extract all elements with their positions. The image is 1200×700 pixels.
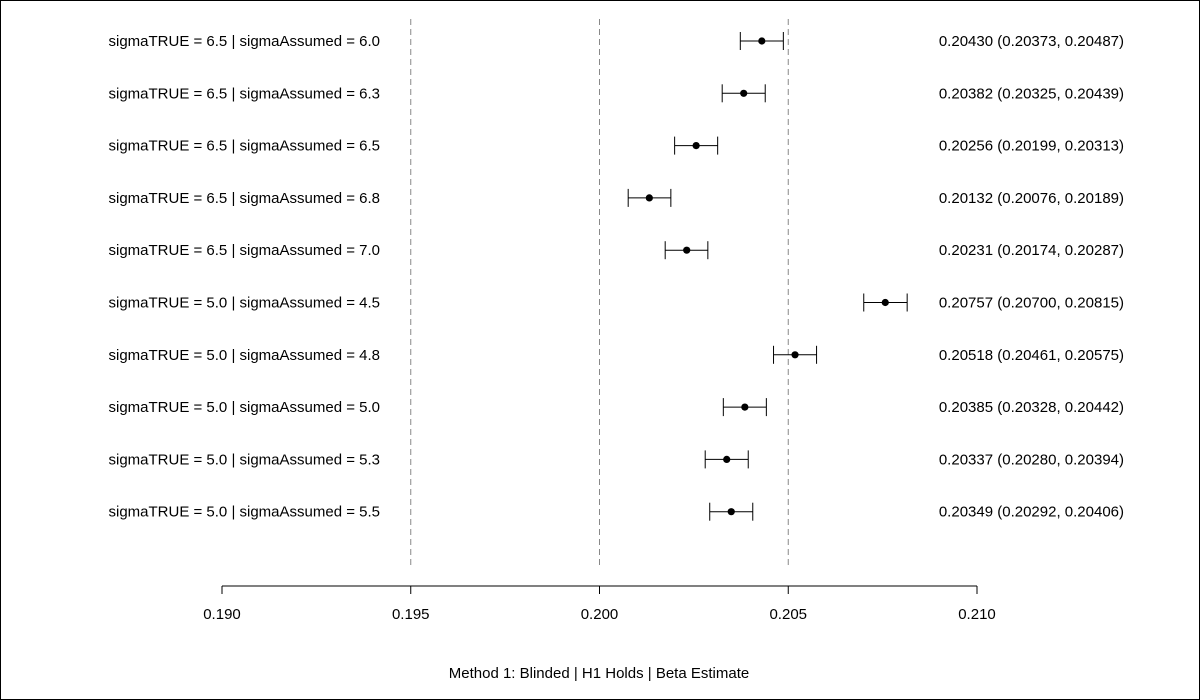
estimate-point (692, 142, 700, 150)
estimate-point (741, 403, 749, 411)
forest-row: sigmaTRUE = 6.5 | sigmaAssumed = 7.0 0.20… (108, 241, 1124, 260)
row-estimate-text: 0.20385 (0.20328, 0.20442) (939, 399, 1124, 416)
row-estimate-text: 0.20382 (0.20325, 0.20439) (939, 85, 1124, 102)
x-axis-ticks: 0.190 0.195 0.200 0.205 0.210 (203, 586, 996, 623)
forest-row: sigmaTRUE = 6.5 | sigmaAssumed = 6.5 0.20… (108, 136, 1124, 155)
row-label: sigmaTRUE = 6.5 | sigmaAssumed = 6.8 (108, 190, 380, 207)
estimate-point (758, 37, 766, 45)
row-estimate-text: 0.20256 (0.20199, 0.20313) (939, 138, 1124, 155)
forest-row: sigmaTRUE = 6.5 | sigmaAssumed = 6.3 0.20… (108, 84, 1124, 103)
estimate-point (727, 508, 735, 516)
row-label: sigmaTRUE = 5.0 | sigmaAssumed = 5.0 (108, 399, 380, 416)
row-estimate-text: 0.20349 (0.20292, 0.20406) (939, 504, 1124, 521)
row-estimate-text: 0.20518 (0.20461, 0.20575) (939, 347, 1124, 364)
estimate-point (881, 298, 889, 307)
x-tick-label: 0.200 (581, 606, 619, 623)
row-estimate-text: 0.20231 (0.20174, 0.20287) (939, 242, 1124, 259)
row-estimate-text: 0.20337 (0.20280, 0.20394) (939, 451, 1124, 468)
forest-row: sigmaTRUE = 5.0 | sigmaAssumed = 5.5 0.20… (108, 502, 1124, 521)
row-label: sigmaTRUE = 6.5 | sigmaAssumed = 6.5 (108, 138, 380, 155)
x-axis: 0.190 0.195 0.200 0.205 0.210 (203, 585, 996, 623)
x-tick-label: 0.195 (392, 606, 430, 623)
forest-row: sigmaTRUE = 5.0 | sigmaAssumed = 4.8 0.20… (108, 345, 1124, 364)
forest-row: sigmaTRUE = 5.0 | sigmaAssumed = 5.0 0.20… (108, 398, 1124, 417)
row-label: sigmaTRUE = 6.5 | sigmaAssumed = 6.3 (108, 85, 380, 102)
forest-row: sigmaTRUE = 6.5 | sigmaAssumed = 6.8 0.20… (108, 188, 1124, 207)
forest-row: sigmaTRUE = 5.0 | sigmaAssumed = 4.5 0.20… (108, 293, 1124, 312)
estimate-point (791, 351, 799, 359)
row-estimate-text: 0.20757 (0.20700, 0.20815) (939, 295, 1124, 312)
estimate-point (740, 89, 748, 97)
row-estimate-text: 0.20132 (0.20076, 0.20189) (939, 190, 1124, 207)
plot-rows: sigmaTRUE = 6.5 | sigmaAssumed = 6.0 0.20… (108, 32, 1124, 521)
x-tick-label: 0.190 (203, 606, 241, 623)
estimate-point (645, 194, 653, 202)
forest-row: sigmaTRUE = 5.0 | sigmaAssumed = 5.3 0.20… (108, 450, 1124, 469)
row-label: sigmaTRUE = 5.0 | sigmaAssumed = 5.3 (108, 451, 380, 468)
x-axis-label: Method 1: Blinded | H1 Holds | Beta Esti… (449, 665, 749, 682)
row-label: sigmaTRUE = 6.5 | sigmaAssumed = 7.0 (108, 242, 380, 259)
reference-lines (410, 19, 789, 566)
forest-row: sigmaTRUE = 6.5 | sigmaAssumed = 6.0 0.20… (108, 32, 1124, 50)
x-tick-label: 0.205 (769, 606, 807, 623)
row-label: sigmaTRUE = 5.0 | sigmaAssumed = 4.8 (108, 347, 380, 364)
estimate-point (683, 246, 691, 254)
x-tick-label: 0.210 (958, 606, 996, 623)
row-label: sigmaTRUE = 5.0 | sigmaAssumed = 5.5 (108, 504, 380, 521)
row-estimate-text: 0.20430 (0.20373, 0.20487) (939, 33, 1124, 50)
estimate-point (723, 455, 731, 463)
row-label: sigmaTRUE = 5.0 | sigmaAssumed = 4.5 (108, 295, 380, 312)
row-label: sigmaTRUE = 6.5 | sigmaAssumed = 6.0 (108, 33, 380, 50)
